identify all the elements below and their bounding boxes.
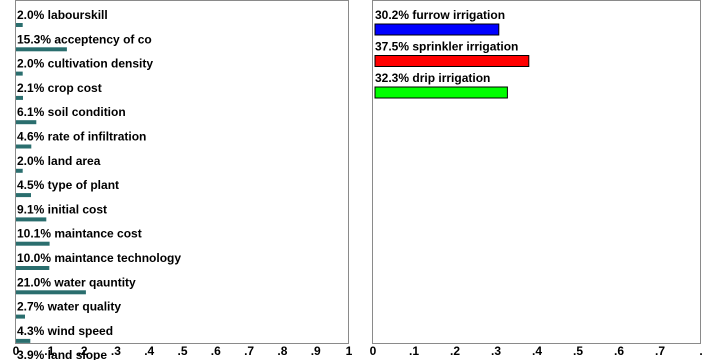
- x-tick-label: .2: [78, 344, 88, 358]
- alternatives-x-axis: 0 .1 .2 .3 .4 .5 .6 .7.: [370, 344, 702, 358]
- alternatives-bar-chart: 30.2% furrow irrigation 37.5% sprinkler i…: [374, 8, 530, 99]
- x-tick-label: .1: [409, 344, 419, 358]
- x-tick-label: 1: [346, 344, 353, 358]
- criteria-bar: [16, 144, 32, 149]
- criteria-bar: [16, 241, 50, 246]
- criteria-label: 3.9% land slope: [17, 348, 107, 360]
- criteria-bar: [16, 23, 23, 27]
- alternative-bar: [374, 23, 500, 36]
- x-tick-label: .3: [111, 344, 121, 358]
- alternative-bar: [374, 55, 530, 67]
- x-tick-label: .6: [211, 344, 221, 358]
- criteria-label: 2.1% crop cost: [17, 81, 102, 95]
- criteria-bar: [16, 217, 47, 222]
- criteria-label: 2.7% water quality: [17, 300, 121, 314]
- x-tick-label: .7: [655, 344, 665, 358]
- criteria-bar: [16, 168, 23, 173]
- x-tick-label: .3: [491, 344, 501, 358]
- criteria-bar: [16, 193, 31, 198]
- criteria-bar: [16, 338, 31, 343]
- x-tick-label: .2: [450, 344, 460, 358]
- criteria-bar: [16, 314, 25, 319]
- criteria-label: 9.1% initial cost: [17, 202, 107, 216]
- criteria-bar: [16, 266, 50, 270]
- criteria-label: 21.0% water qauntity: [17, 275, 136, 289]
- criteria-label: 2.0% land area: [17, 154, 101, 168]
- criteria-label: 6.1% soil condition: [17, 105, 126, 119]
- criteria-bar: [16, 47, 67, 52]
- criteria-label: 4.3% wind speed: [17, 324, 113, 338]
- criteria-bar: [16, 71, 23, 76]
- x-tick-label: 0: [13, 344, 20, 358]
- x-tick-label: .5: [177, 344, 187, 358]
- right-plot-frame: [372, 0, 701, 344]
- criteria-label: 15.3% acceptency of co: [17, 32, 152, 46]
- criteria-label: 10.0% maintance technology: [17, 251, 181, 265]
- criteria-bar: [16, 95, 23, 100]
- criteria-bar: [16, 290, 86, 295]
- criteria-x-axis: 0 .1 .2 .3 .4 .5 .6 .7 .8 .9 1: [13, 344, 353, 358]
- x-tick-label: .4: [532, 344, 542, 358]
- criteria-bar-chart: 2.0% labourskill 15.3% acceptency of co 2.…: [16, 8, 181, 360]
- x-tick-label: .8: [277, 344, 287, 358]
- criteria-label: 4.6% rate of infiltration: [17, 130, 146, 144]
- criteria-label: 4.5% type of plant: [17, 178, 119, 192]
- criteria-label: 2.0% labourskill: [17, 8, 108, 22]
- x-tick-label: .: [699, 344, 702, 358]
- alternative-label: 37.5% sprinkler irrigation: [375, 40, 518, 54]
- alternative-label: 30.2% furrow irrigation: [375, 8, 505, 22]
- x-tick-label: .4: [144, 344, 154, 358]
- x-tick-label: .9: [311, 344, 321, 358]
- left-plot-frame: [15, 0, 349, 344]
- criteria-label: 10.1% maintance cost: [17, 227, 142, 241]
- alternative-label: 32.3% drip irrigation: [375, 71, 490, 85]
- alternative-bar: [374, 86, 508, 99]
- x-tick-label: .7: [244, 344, 254, 358]
- x-tick-label: .1: [44, 344, 54, 358]
- criteria-bar: [16, 120, 37, 125]
- criteria-label: 2.0% cultivation density: [17, 57, 153, 71]
- x-tick-label: .6: [614, 344, 624, 358]
- x-tick-label: .5: [573, 344, 583, 358]
- x-tick-label: 0: [370, 344, 377, 358]
